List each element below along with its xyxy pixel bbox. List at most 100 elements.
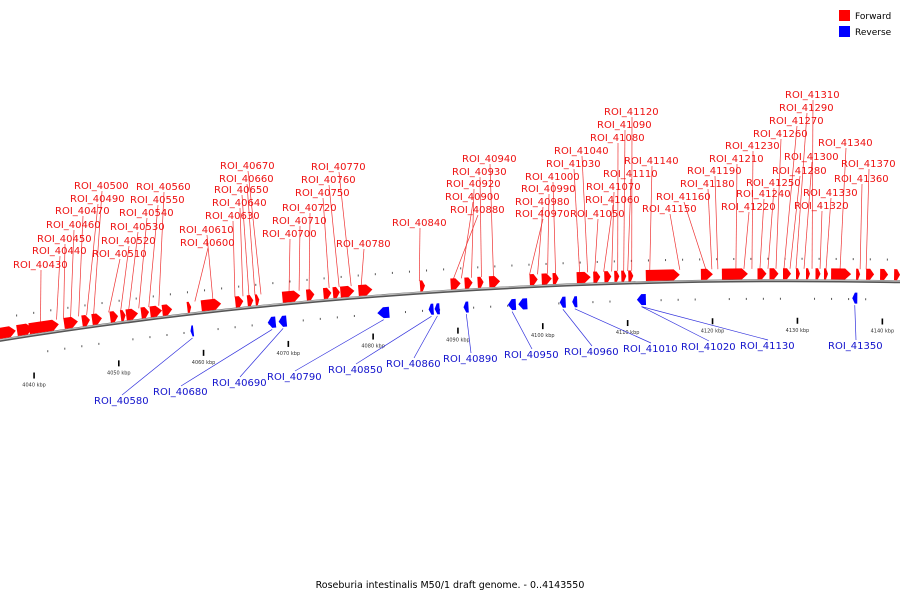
reverse-gene-label: ROI_40890	[443, 354, 498, 365]
minor-tick	[852, 258, 854, 261]
forward-leader-line	[241, 194, 250, 296]
legend-forward-swatch	[839, 10, 850, 21]
forward-gene-label: ROI_40770	[311, 162, 366, 173]
minor-tick	[818, 257, 820, 260]
reverse-gene-label: ROI_40960	[564, 347, 619, 358]
forward-gene-label: ROI_40900	[445, 192, 500, 203]
minor-tick	[733, 258, 735, 261]
forward-leader-line	[714, 175, 719, 270]
forward-leader-line	[547, 193, 550, 274]
forward-gene-arrow	[28, 319, 59, 335]
forward-gene-label: ROI_41080	[590, 133, 645, 144]
minor-tick	[221, 287, 223, 290]
forward-gene-label: ROI_41190	[687, 166, 742, 177]
reverse-gene-arrow	[278, 315, 288, 327]
reverse-gene-arrow	[507, 298, 517, 311]
forward-gene-label: ROI_41320	[794, 201, 849, 212]
forward-leader-line	[603, 204, 614, 272]
forward-leader-line	[232, 220, 236, 298]
forward-gene-arrow	[805, 268, 810, 280]
minor-tick	[762, 297, 764, 300]
minor-tick	[865, 298, 867, 301]
minor-tick	[47, 350, 49, 353]
forward-gene-label: ROI_40530	[110, 222, 165, 233]
reverse-gene-arrow	[518, 298, 528, 310]
forward-gene-label: ROI_40780	[336, 239, 391, 250]
forward-gene-arrow	[795, 268, 800, 280]
minor-tick	[528, 263, 530, 266]
minor-tick	[630, 259, 632, 262]
forward-leader-line	[328, 184, 340, 288]
scale-tick-label: 4060 kbp	[192, 360, 216, 366]
forward-leader-line	[206, 234, 214, 300]
minor-tick	[779, 297, 781, 300]
forward-leader-line	[93, 190, 103, 315]
forward-gene-label: ROI_41150	[642, 204, 697, 215]
forward-gene-arrow	[281, 290, 301, 303]
forward-gene-label: ROI_40640	[212, 198, 267, 209]
forward-gene-label: ROI_40450	[37, 234, 92, 245]
forward-leader-line	[148, 204, 159, 308]
forward-leader-line	[669, 213, 681, 270]
reverse-gene-arrow	[572, 296, 578, 308]
minor-tick	[609, 300, 611, 303]
forward-gene-label: ROI_40660	[219, 174, 274, 185]
scale-tick-label: 4130 kbp	[786, 328, 810, 334]
forward-leader-line	[581, 155, 588, 273]
minor-tick	[592, 301, 594, 304]
forward-gene-arrow	[0, 326, 16, 340]
minor-tick	[217, 328, 219, 331]
forward-leader-line	[743, 211, 750, 269]
forward-gene-label: ROI_41040	[554, 146, 609, 157]
reverse-gene-label: ROI_40790	[267, 372, 322, 383]
minor-tick	[272, 282, 274, 285]
reverse-leader-line	[574, 308, 652, 344]
forward-leader-line	[859, 183, 863, 270]
forward-gene-arrow	[831, 268, 852, 280]
forward-gene-label: ROI_40470	[55, 206, 110, 217]
scale-tick	[626, 320, 629, 327]
forward-leader-line	[194, 247, 209, 302]
scale-tick	[118, 360, 120, 367]
minor-tick	[33, 311, 35, 314]
reverse-leader-line	[180, 329, 273, 387]
forward-gene-label: ROI_40500	[74, 181, 129, 192]
forward-leader-line	[707, 188, 713, 270]
forward-leader-line	[453, 214, 479, 279]
forward-leader-line	[839, 147, 847, 269]
forward-gene-label: ROI_41110	[603, 169, 658, 180]
reverse-gene-arrow	[636, 293, 647, 306]
reverse-gene-arrow	[190, 325, 195, 337]
forward-leader-line	[308, 212, 311, 290]
forward-gene-arrow	[63, 316, 78, 329]
forward-gene-arrow	[254, 294, 260, 306]
reverse-gene-label: ROI_40690	[212, 378, 267, 389]
minor-tick	[835, 257, 837, 260]
forward-leader-line	[783, 125, 798, 269]
forward-leader-line	[70, 229, 75, 318]
forward-leader-line	[811, 99, 814, 269]
forward-gene-arrow	[161, 304, 173, 316]
forward-leader-line	[338, 171, 352, 287]
reverse-leader-line	[641, 306, 769, 341]
forward-leader-line	[86, 203, 99, 316]
scale-tick-label: 4080 kbp	[361, 344, 385, 350]
forward-gene-label: ROI_40520	[101, 236, 156, 247]
scale-tick	[372, 333, 374, 340]
minor-tick	[302, 319, 304, 322]
forward-gene-arrow	[866, 268, 875, 280]
forward-gene-label: ROI_41210	[709, 154, 764, 165]
minor-tick	[596, 260, 598, 263]
reverse-gene-arrow	[377, 306, 390, 319]
minor-tick	[699, 258, 701, 261]
forward-gene-label: ROI_41090	[597, 120, 652, 131]
scale-tick-label: 4120 kbp	[701, 328, 725, 334]
forward-gene-arrow	[419, 280, 425, 292]
forward-gene-label: ROI_40970	[515, 209, 570, 220]
forward-gene-label: ROI_41140	[624, 156, 679, 167]
minor-tick	[814, 297, 816, 300]
forward-gene-arrow	[305, 289, 315, 301]
forward-gene-label: ROI_40670	[220, 161, 275, 172]
forward-gene-arrow	[246, 295, 254, 307]
forward-gene-label: ROI_40510	[92, 249, 147, 260]
